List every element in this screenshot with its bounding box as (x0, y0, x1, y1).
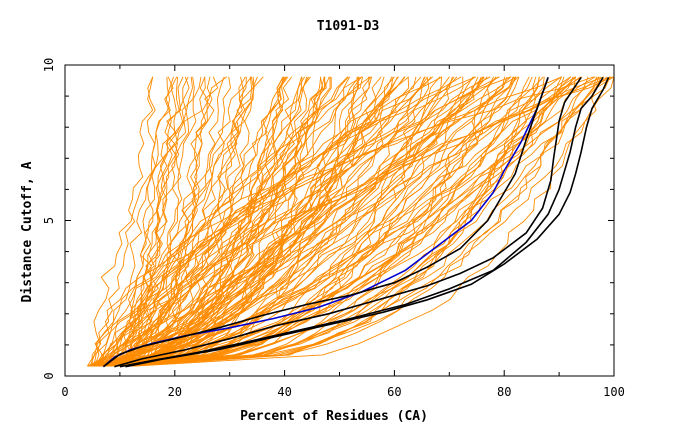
background-curve (122, 76, 485, 367)
background-curve (107, 76, 545, 367)
background-curve (128, 76, 349, 367)
background-curve (97, 76, 514, 367)
background-curve (126, 76, 600, 367)
background-curve (123, 76, 372, 367)
background-curve (101, 76, 574, 367)
background-curve (112, 76, 363, 367)
background-curve (118, 76, 602, 367)
background-curve (123, 76, 519, 367)
background-curve (127, 76, 284, 367)
x-tick-label: 20 (168, 385, 182, 399)
background-curve (107, 76, 225, 367)
background-curve (125, 76, 540, 367)
background-curve (115, 76, 491, 367)
background-curve (93, 76, 572, 367)
background-curve (95, 76, 517, 367)
background-curve (93, 76, 228, 367)
background-curve (122, 76, 195, 367)
background-curve (89, 76, 425, 367)
background-curve (125, 76, 497, 367)
background-curve (89, 76, 434, 367)
background-curve (105, 76, 611, 367)
x-tick-label: 80 (497, 385, 511, 399)
background-curve (134, 76, 364, 367)
axis-tick-labels: 0 20 40 60 80 100 0 5 10 (42, 58, 625, 399)
background-curve (99, 76, 175, 367)
background-curve (121, 76, 202, 367)
background-curve (95, 76, 576, 367)
background-curve (105, 76, 615, 367)
background-curve (95, 76, 576, 367)
background-curve (88, 76, 583, 367)
background-curve (134, 76, 495, 367)
background-curve (101, 76, 458, 367)
x-tick-label: 100 (603, 385, 625, 399)
background-curve (108, 76, 516, 367)
background-curve (94, 76, 410, 367)
y-axis-label: Distance Cutoff, A (20, 161, 35, 302)
background-curve (88, 76, 399, 367)
x-tick-label: 60 (387, 385, 401, 399)
background-curve (123, 76, 506, 367)
background-curve (117, 76, 515, 367)
highlight-curve-3 (114, 76, 582, 368)
background-curve (101, 76, 512, 367)
background-curve (99, 76, 589, 367)
background-curve (108, 76, 474, 367)
x-tick-label: 40 (277, 385, 291, 399)
background-curve (91, 76, 594, 366)
highlighted-model-curves (102, 76, 610, 368)
background-curve (135, 76, 608, 367)
highlight-curve-4 (119, 76, 604, 368)
background-curve (97, 76, 309, 367)
background-curve (99, 76, 605, 367)
highlight-curve-2 (102, 77, 549, 368)
background-curve (111, 76, 476, 367)
background-curve (126, 76, 426, 367)
x-axis-label: Percent of Residues (CA) (240, 409, 428, 424)
highlight-curve-5 (125, 77, 610, 368)
y-tick-label: 0 (42, 372, 56, 379)
background-curve (94, 76, 476, 367)
background-curve (98, 76, 613, 367)
axis-ticks (64, 64, 615, 377)
background-model-curves (87, 76, 615, 367)
background-curve (130, 76, 500, 367)
chart-title: T1091-D3 (317, 19, 380, 34)
background-curve (110, 76, 417, 367)
background-curve (101, 76, 208, 367)
background-curve (107, 76, 581, 367)
plot-area (87, 76, 615, 368)
y-tick-label: 10 (42, 58, 56, 72)
background-curve (91, 76, 450, 367)
background-curve (122, 76, 231, 367)
y-tick-label: 5 (42, 217, 56, 224)
background-curve (94, 76, 562, 367)
background-curve (121, 76, 247, 367)
background-curve (92, 76, 512, 367)
background-curve (103, 76, 499, 367)
background-curve (114, 76, 520, 367)
background-curve (125, 76, 371, 367)
background-curve (89, 76, 180, 367)
x-tick-label: 0 (61, 385, 68, 399)
background-curve (96, 76, 405, 367)
